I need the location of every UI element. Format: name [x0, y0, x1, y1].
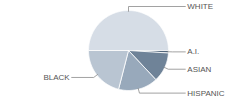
svg-text:ASIAN: ASIAN — [187, 65, 211, 74]
svg-text:A.I.: A.I. — [187, 47, 199, 56]
svg-text:WHITE: WHITE — [187, 2, 213, 11]
svg-text:BLACK: BLACK — [43, 73, 70, 82]
svg-text:HISPANIC: HISPANIC — [187, 89, 224, 98]
